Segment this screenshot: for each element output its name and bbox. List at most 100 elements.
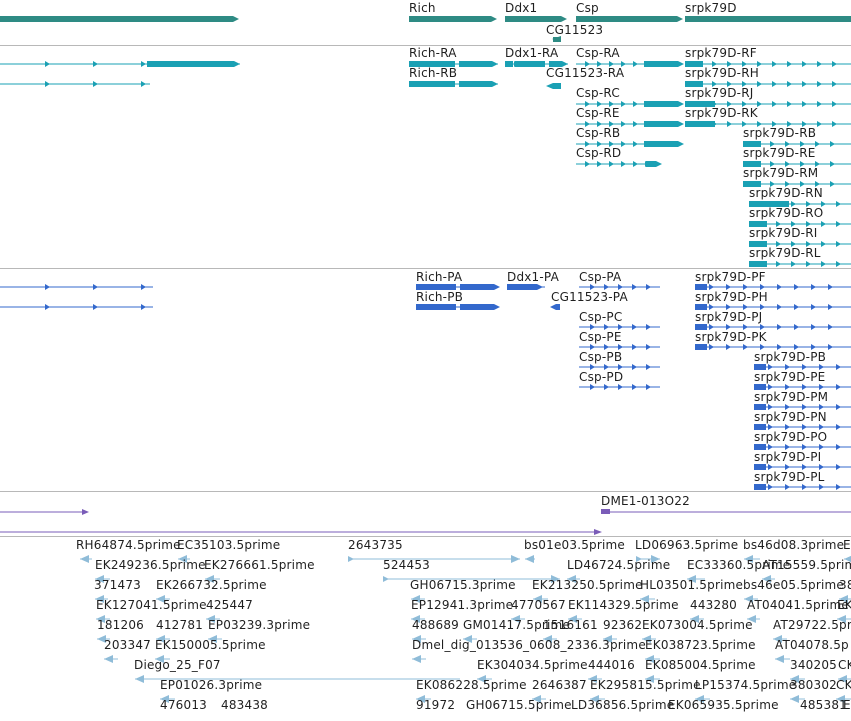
protein-label[interactable]: Csp-PC [579,310,623,324]
est-label[interactable]: 2646387 [532,678,587,692]
est-label[interactable]: GH06715.5prime [466,698,572,712]
est-label[interactable]: Dmel_dig_013536_0608_2336.3prime [412,638,646,652]
est-label[interactable]: 2643735 [348,538,403,552]
est-label[interactable]: 476013 [160,698,208,712]
est-label[interactable]: EK150005.5prime [155,638,266,652]
est-label[interactable]: EK213250.5prime [532,578,643,592]
transcript-label[interactable]: srpk79D-RJ [685,86,754,100]
est-label[interactable]: 483438 [221,698,269,712]
transcript-label[interactable]: Rich-RB [409,66,458,80]
transcript-label[interactable]: srpk79D-RB [743,126,817,140]
est-label[interactable]: EK249236.5prime [95,558,206,572]
protein-label[interactable]: srpk79D-PN [754,410,827,424]
est-label[interactable]: GH06715.3prime [410,578,516,592]
est-label[interactable]: HL03501.5prime [640,578,744,592]
transcript-label[interactable]: Csp-RC [576,86,620,100]
est-label[interactable]: EP12941.3prime [411,598,514,612]
est-label[interactable]: 485381 [800,698,848,712]
transcript-label[interactable]: srpk79D-RI [749,226,818,240]
est-label[interactable]: EK127041.5prime [96,598,207,612]
est-label[interactable]: RH64874.5prime [76,538,181,552]
est-label[interactable]: 425447 [206,598,254,612]
transcript-label[interactable]: Rich-RA [409,46,457,60]
est-label[interactable]: 92362 [603,618,643,632]
gene-label[interactable]: Rich [409,1,436,15]
transcript-label[interactable]: srpk79D-RK [685,106,758,120]
est-label[interactable]: AT04041.5prime [747,598,849,612]
est-label[interactable]: 524453 [383,558,431,572]
est-label[interactable]: EK295815.5prime [590,678,701,692]
gene-label[interactable]: CG11523 [546,23,604,37]
protein-label[interactable]: srpk79D-PB [754,350,827,364]
protein-label[interactable]: srpk79D-PK [695,330,767,344]
protein-label[interactable]: Csp-PA [579,270,622,284]
protein-label[interactable]: srpk79D-PM [754,390,829,404]
est-label[interactable]: AT04078.5p [775,638,849,652]
gene-label[interactable]: Ddx1 [505,1,538,15]
est-label[interactable]: 488689 [412,618,460,632]
est-label[interactable]: EP01026.3prime [160,678,263,692]
est-label[interactable]: 444016 [588,658,636,672]
est-label[interactable]: EK [837,598,851,612]
protein-label[interactable]: Rich-PA [416,270,463,284]
gene-label[interactable]: srpk79D [685,1,737,15]
transcript-label[interactable]: Csp-RB [576,126,621,140]
protein-label[interactable]: srpk79D-PL [754,470,825,484]
est-label[interactable]: 380302 [790,678,838,692]
est-label[interactable]: EK073004.5prime [642,618,753,632]
est-label[interactable]: EK038723.5prime [645,638,756,652]
est-label[interactable]: 91972 [416,698,456,712]
transcript-label[interactable]: srpk79D-RM [743,166,819,180]
est-label[interactable]: Diego_25_F07 [134,658,221,672]
est-label[interactable]: EK085004.5prime [645,658,756,672]
transcript-label[interactable]: srpk79D-RH [685,66,759,80]
gene-label[interactable]: Csp [576,1,599,15]
est-label[interactable]: 443280 [690,598,738,612]
est-label[interactable]: 371473 [94,578,142,592]
protein-label[interactable]: Ddx1-PA [507,270,560,284]
protein-label[interactable]: srpk79D-PJ [695,310,763,324]
protein-label[interactable]: CG11523-PA [551,290,628,304]
transcript-label[interactable]: srpk79D-RN [749,186,823,200]
protein-label[interactable]: Csp-PD [579,370,624,384]
transcript-label[interactable]: srpk79D-RL [749,246,821,260]
est-label[interactable]: EK266732.5prime [156,578,267,592]
transcript-label[interactable]: srpk79D-RE [743,146,816,160]
transcript-label[interactable]: Csp-RD [576,146,622,160]
protein-label[interactable]: Csp-PE [579,330,622,344]
transcript-label[interactable]: CG11523-RA [546,66,625,80]
est-label[interactable]: CK [838,658,851,672]
est-label[interactable]: GM01417.5prime [463,618,571,632]
est-label[interactable]: 38 [839,578,851,592]
est-label[interactable]: EK276661.5prime [204,558,315,572]
protein-label[interactable]: srpk79D-PF [695,270,766,284]
protein-label[interactable]: srpk79D-PE [754,370,826,384]
est-label[interactable]: EP03239.3prime [208,618,311,632]
est-label[interactable]: 1516161 [543,618,598,632]
est-label[interactable]: E [843,698,851,712]
est-label[interactable]: 412781 [156,618,204,632]
est-label[interactable]: 203347 [104,638,152,652]
est-label[interactable]: 181206 [97,618,145,632]
est-label[interactable]: bs01e03.5prime [524,538,625,552]
transcript-label[interactable]: Csp-RA [576,46,620,60]
est-label[interactable]: LD36856.5prime [571,698,675,712]
protein-label[interactable]: Rich-PB [416,290,464,304]
est-label[interactable]: LD06963.5prime [635,538,739,552]
est-label[interactable]: EK114329.5prime [568,598,679,612]
est-label[interactable]: EK304034.5prime [477,658,588,672]
est-label[interactable]: EC33360.5prime [687,558,791,572]
transcript-label[interactable]: Ddx1-RA [505,46,559,60]
est-label[interactable]: LP15374.5prime [695,678,797,692]
protein-label[interactable]: srpk79D-PH [695,290,768,304]
est-label[interactable]: bs46e05.5prime [743,578,844,592]
est-label[interactable]: AT15559.5prime [762,558,851,572]
est-label[interactable]: EK086228.5prime [416,678,527,692]
transcript-label[interactable]: Csp-RE [576,106,620,120]
est-label[interactable]: 340205 [790,658,838,672]
insertion-label[interactable]: DME1-013O22 [601,494,690,508]
est-label[interactable]: AT29722.5prime [773,618,851,632]
est-label[interactable]: EK065935.5prime [668,698,779,712]
est-label[interactable]: LD46724.5prime [567,558,671,572]
est-label[interactable]: CK [836,678,851,692]
